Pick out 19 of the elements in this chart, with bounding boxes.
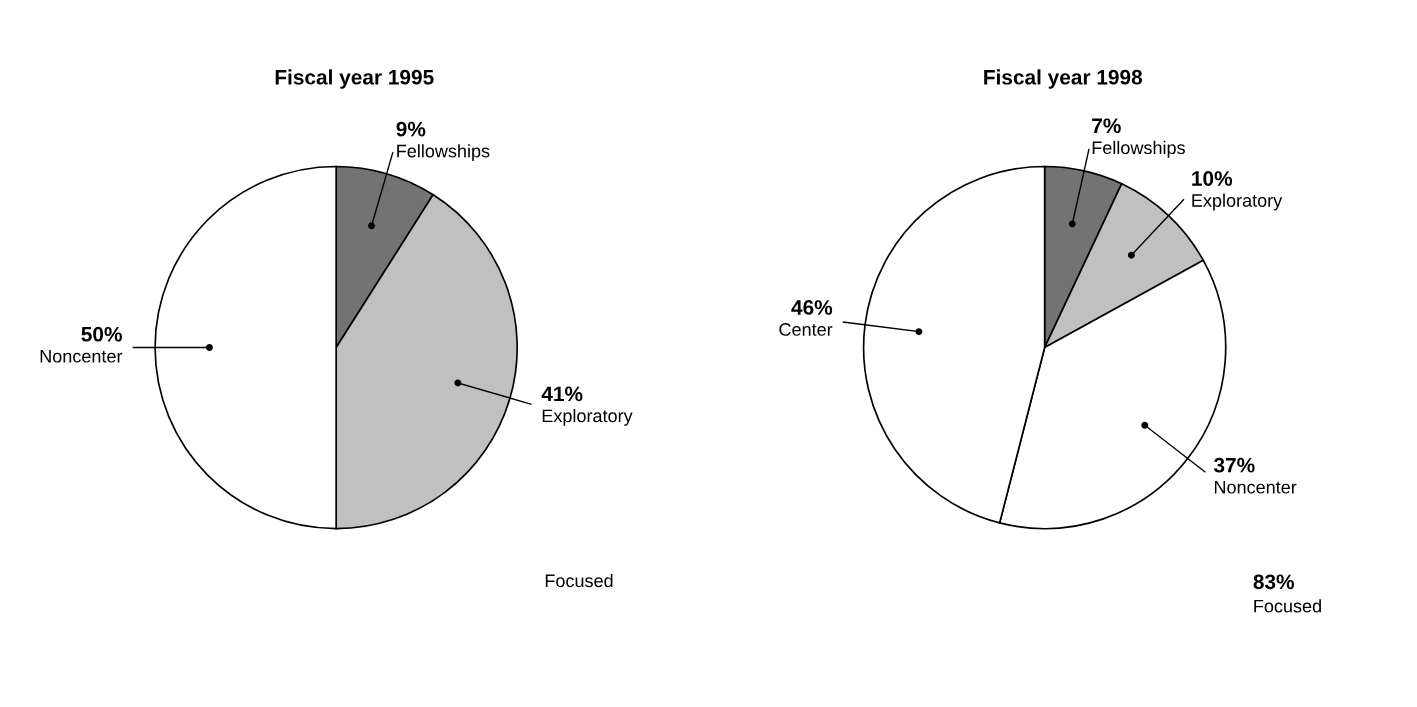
text: Focused	[545, 573, 613, 588]
data-label: 46%	[791, 300, 833, 315]
slice-label: Exploratory	[1192, 193, 1283, 211]
slice-label: Fellowships	[1092, 140, 1185, 158]
slice-label: Exploratory	[542, 408, 633, 426]
slice-label: Noncenter	[40, 350, 123, 363]
data-label: 7%	[1092, 118, 1121, 134]
slice-label: Noncenter	[1214, 480, 1297, 494]
chart-title: Fiscal year 1998	[984, 69, 1143, 89]
text: Focused	[1254, 599, 1321, 613]
slice-label: Fellowships	[397, 144, 490, 162]
data-label: 9%	[396, 121, 426, 137]
data-label: 50%	[81, 326, 122, 342]
text: 83%	[1253, 574, 1295, 590]
data-label: 10%	[1192, 171, 1233, 186]
data-label: 41%	[541, 386, 583, 402]
chart-title: Fiscal year 1995	[275, 69, 434, 89]
data-label: 37%	[1213, 457, 1255, 473]
slice-label: Center	[779, 323, 833, 336]
